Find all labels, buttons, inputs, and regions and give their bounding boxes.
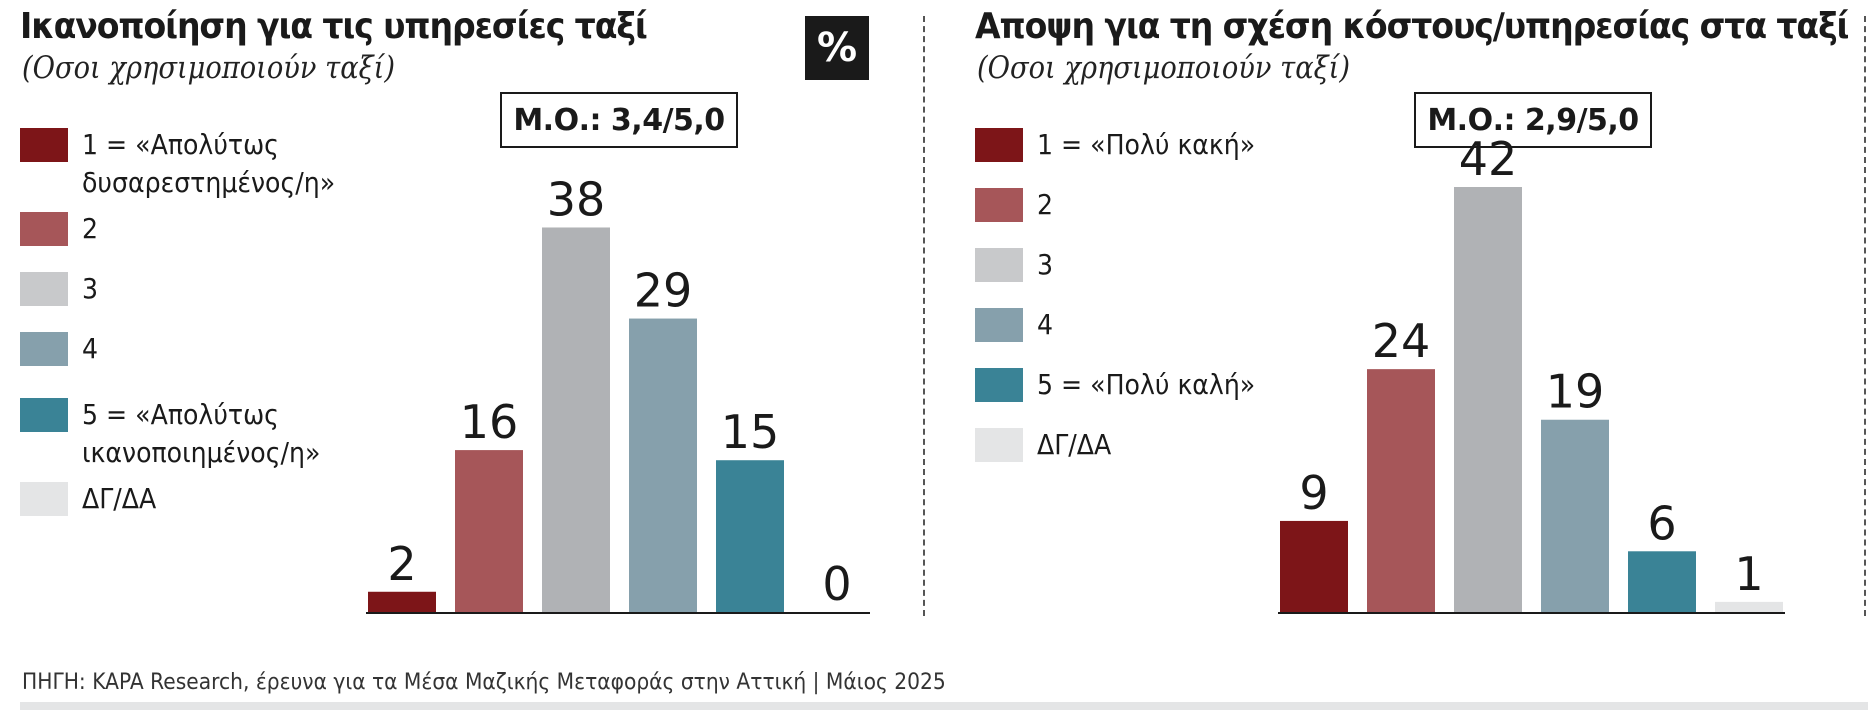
legend-label: 3 (1037, 246, 1053, 284)
footer-strip (20, 702, 1868, 710)
panel-divider (1864, 16, 1866, 616)
bar-5 (716, 460, 784, 612)
legend-label-line: 4 (82, 332, 99, 365)
bar-chart: 2 16 38 29 15 0 (366, 172, 870, 614)
legend-label-line: 2 (82, 212, 99, 245)
chart-title: Ικανοποίηση για τις υπηρεσίες ταξί (20, 6, 648, 47)
chart-subtitle: (Οσοι χρησιμοποιούν ταξί) (22, 50, 395, 86)
legend-swatch (975, 428, 1023, 462)
bar-ΔΓ/ΔΑ (1715, 601, 1783, 612)
legend-item: 4 (975, 306, 1055, 344)
bar-1 (368, 591, 436, 612)
legend-item: 1 = «Απολύτως δυσαρεστημένος/η» (20, 126, 363, 202)
legend-swatch (975, 248, 1023, 282)
legend-label-line: δυσαρεστημένος/η» (82, 166, 336, 199)
legend-swatch (975, 188, 1023, 222)
bar-4 (1541, 419, 1609, 612)
legend-label: ΔΓ/ΔΑ (1037, 426, 1111, 464)
bar-value-label: 42 (1459, 132, 1518, 186)
legend-label-line: 1 = «Απολύτως (82, 128, 279, 161)
legend-item: 4 (20, 330, 100, 368)
source-note: ΠΗΓΗ: KAPA Research, έρευνα για τα Μέσα … (22, 670, 946, 695)
mean-score-box: Μ.Ο.: 3,4/5,0 (500, 92, 738, 148)
legend-swatch (20, 482, 68, 516)
legend-label: 4 (1037, 306, 1053, 344)
legend-swatch (20, 332, 68, 366)
legend-swatch (20, 398, 68, 432)
bar-3 (542, 227, 610, 612)
legend-label: 5 = «Απολύτως ικανοποιημένος/η» (82, 396, 320, 472)
legend-swatch (975, 308, 1023, 342)
bar-4 (629, 318, 697, 612)
bar-value-label: 9 (1299, 466, 1328, 520)
chart-title: Αποψη για τη σχέση κόστους/υπηρεσίας στα… (975, 6, 1849, 47)
percent-badge: % (805, 16, 869, 80)
legend-swatch (975, 368, 1023, 402)
legend-item: 5 = «Πολύ καλή» (975, 366, 1279, 404)
bar-chart: 9 24 42 19 6 1 (1278, 132, 1785, 614)
bar-2 (1367, 369, 1435, 612)
bar-value-label: 38 (547, 172, 606, 226)
legend-label: 2 (1037, 186, 1053, 224)
legend-label-line: 5 = «Πολύ καλή» (1037, 368, 1256, 401)
legend-swatch (20, 212, 68, 246)
legend-label-line: ΔΓ/ΔΑ (1037, 428, 1112, 461)
bar-value-label: 29 (634, 264, 693, 318)
legend-item: 2 (975, 186, 1055, 224)
legend-item: ΔΓ/ΔΑ (20, 480, 165, 518)
panel-taxi-satisfaction: Ικανοποίηση για τις υπηρεσίες ταξί (Οσοι… (0, 0, 920, 640)
bar-3 (1454, 187, 1522, 612)
bar-5 (1628, 551, 1696, 612)
legend-item: ΔΓ/ΔΑ (975, 426, 1120, 464)
legend-item: 5 = «Απολύτως ικανοποιημένος/η» (20, 396, 347, 472)
bar-value-label: 0 (822, 557, 851, 611)
legend-label-line: 1 = «Πολύ κακή» (1037, 128, 1256, 161)
legend-label: 4 (82, 330, 98, 368)
bar-value-label: 24 (1372, 314, 1431, 368)
bar-value-label: 2 (387, 537, 416, 591)
legend-item: 1 = «Πολύ κακή» (975, 126, 1279, 164)
legend-item: 2 (20, 210, 100, 248)
bar-value-label: 6 (1647, 496, 1676, 550)
legend-label: 2 (82, 210, 98, 248)
legend-label-line: ικανοποιημένος/η» (82, 436, 321, 469)
legend-label-line: 5 = «Απολύτως (82, 398, 279, 431)
legend-label-line: 4 (1037, 308, 1054, 341)
legend-label-line: 3 (82, 272, 99, 305)
bar-value-label: 16 (460, 395, 519, 449)
legend-item: 3 (975, 246, 1055, 284)
legend-label: 3 (82, 270, 98, 308)
panel-divider (923, 16, 925, 616)
legend-label-line: 3 (1037, 248, 1054, 281)
legend-item: 3 (20, 270, 100, 308)
legend-swatch (20, 272, 68, 306)
legend-label: ΔΓ/ΔΑ (82, 480, 156, 518)
legend-swatch (975, 128, 1023, 162)
legend-label-line: 2 (1037, 188, 1054, 221)
legend-label-line: ΔΓ/ΔΑ (82, 482, 157, 515)
bar-2 (455, 450, 523, 612)
legend-label: 5 = «Πολύ καλή» (1037, 366, 1255, 404)
bar-value-label: 1 (1734, 547, 1763, 601)
mean-score-box: Μ.Ο.: 2,9/5,0 (1414, 92, 1652, 148)
bar-value-label: 15 (721, 405, 780, 459)
legend-label: 1 = «Απολύτως δυσαρεστημένος/η» (82, 126, 335, 202)
bar-value-label: 19 (1546, 365, 1605, 419)
panel-cost-value: Αποψη για τη σχέση κόστους/υπηρεσίας στα… (955, 0, 1868, 640)
legend-label: 1 = «Πολύ κακή» (1037, 126, 1255, 164)
legend-swatch (20, 128, 68, 162)
chart-subtitle: (Οσοι χρησιμοποιούν ταξί) (977, 50, 1350, 86)
bar-1 (1280, 520, 1348, 612)
